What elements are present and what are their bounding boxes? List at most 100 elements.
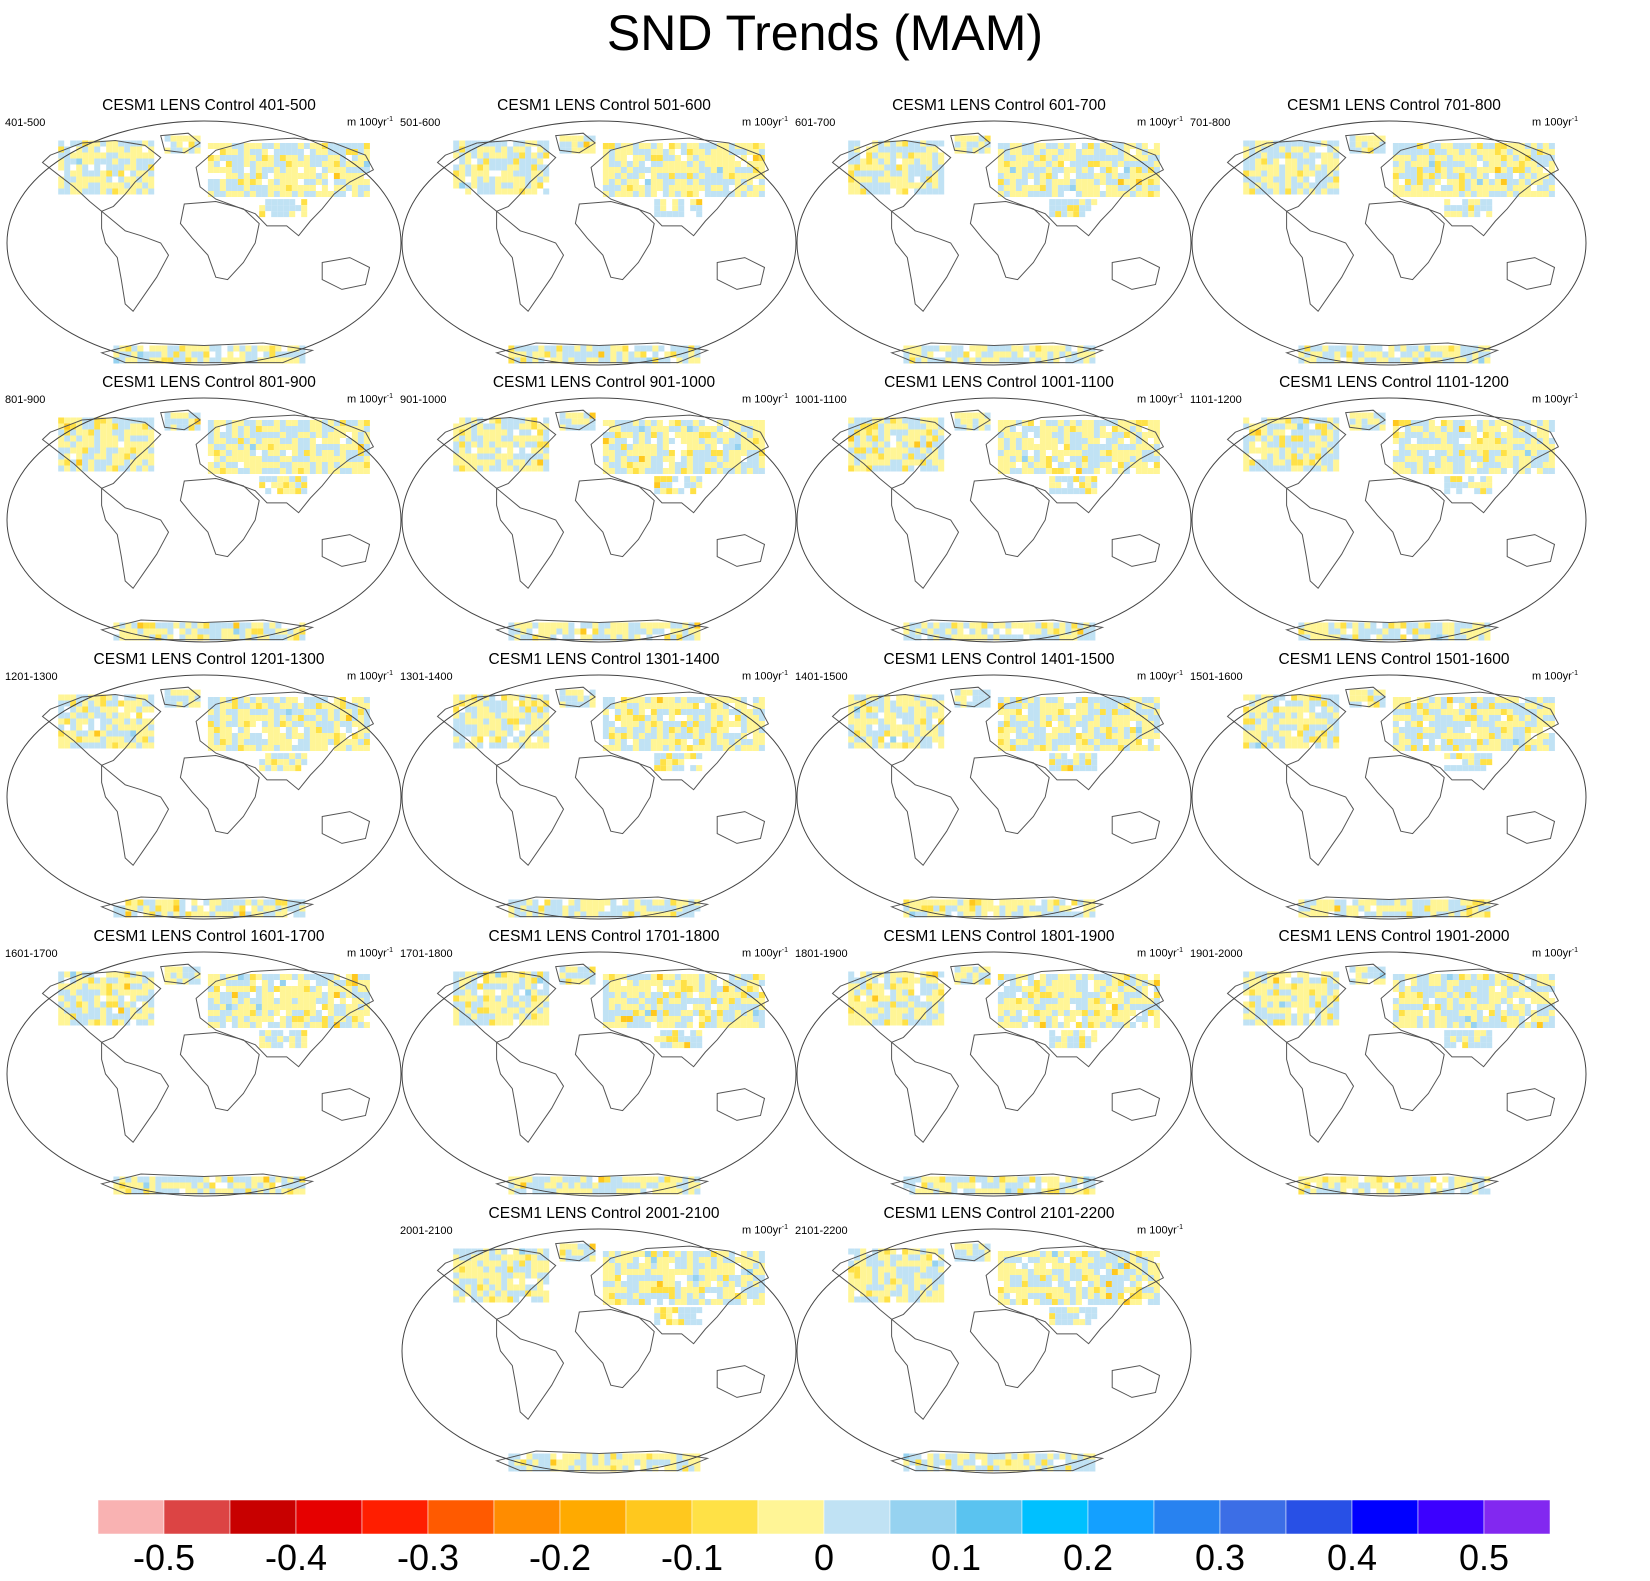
trend-cell xyxy=(106,447,113,454)
trend-cell xyxy=(1071,634,1078,641)
trend-cell xyxy=(734,149,741,155)
trend-cell xyxy=(1327,435,1334,442)
trend-cell xyxy=(752,155,759,161)
trend-cell xyxy=(1093,450,1100,456)
trend-cell xyxy=(267,143,274,149)
trend-cell xyxy=(58,435,65,442)
trend-cell xyxy=(1017,634,1024,641)
trend-cell xyxy=(173,345,180,352)
trend-cell xyxy=(722,167,729,173)
trend-cell xyxy=(155,634,162,641)
trend-cell xyxy=(1440,444,1447,450)
trend-cell xyxy=(363,715,370,721)
trend-cell xyxy=(213,143,220,149)
trend-cell xyxy=(1055,211,1062,218)
trend-cell xyxy=(620,420,627,426)
trend-cell xyxy=(459,176,466,183)
trend-cell xyxy=(1494,438,1501,444)
trend-cell xyxy=(277,765,284,772)
trend-cell xyxy=(1147,161,1154,167)
trend-cell xyxy=(1315,152,1322,159)
trend-cell xyxy=(293,628,300,635)
trend-cell xyxy=(1129,173,1136,179)
trend-cell xyxy=(525,724,532,731)
trend-cell xyxy=(1033,444,1040,450)
trend-cell xyxy=(577,418,584,425)
trend-cell xyxy=(513,724,520,731)
trend-cell xyxy=(88,170,95,177)
trend-cell xyxy=(531,724,538,731)
trend-cell xyxy=(182,424,189,431)
trend-cell xyxy=(333,438,340,444)
trend-cell xyxy=(82,700,89,707)
trend-cell xyxy=(734,468,741,474)
trend-cell xyxy=(303,191,310,197)
trend-cell xyxy=(1027,420,1034,426)
trend-cell xyxy=(997,468,1004,474)
panel-units-label: m 100yr-1 xyxy=(347,116,393,129)
trend-cell xyxy=(1123,191,1130,197)
trend-cell xyxy=(273,438,280,444)
trend-cell xyxy=(740,444,747,450)
trend-cell xyxy=(680,456,687,462)
trend-cell xyxy=(1464,179,1471,185)
trend-cell xyxy=(1309,441,1316,448)
trend-cell xyxy=(321,703,328,709)
trend-cell xyxy=(608,173,615,179)
trend-cell xyxy=(672,753,679,760)
trend-cell xyxy=(543,736,550,743)
trend-cell xyxy=(602,456,609,462)
trend-cell xyxy=(271,205,278,212)
trend-cell xyxy=(148,730,155,737)
trend-cell xyxy=(1073,476,1080,483)
trend-cell xyxy=(1027,155,1034,161)
trend-cell xyxy=(1111,173,1118,179)
trend-cell xyxy=(219,709,226,715)
trend-cell xyxy=(1315,170,1322,177)
trend-cell xyxy=(698,185,705,191)
trend-cell xyxy=(716,450,723,456)
trend-cell xyxy=(1382,351,1389,358)
trend-cell xyxy=(513,188,520,195)
trend-cell xyxy=(207,426,214,432)
trend-cell xyxy=(644,426,651,432)
trend-cell xyxy=(1458,420,1465,426)
trend-cell xyxy=(112,742,119,749)
trend-cell xyxy=(179,622,186,629)
trend-cell xyxy=(363,468,370,474)
trend-cell xyxy=(285,438,292,444)
trend-cell xyxy=(1045,149,1052,155)
trend-cell xyxy=(1379,147,1386,154)
trend-cell xyxy=(716,167,723,173)
trend-cell xyxy=(1422,438,1429,444)
trend-cell xyxy=(1410,444,1417,450)
trend-cell xyxy=(233,622,240,629)
trend-cell xyxy=(136,736,143,743)
trend-cell xyxy=(1099,432,1106,438)
trend-cell xyxy=(82,140,89,147)
trend-cell xyxy=(1327,453,1334,460)
trend-cell xyxy=(501,441,508,448)
trend-cell xyxy=(734,185,741,191)
trend-cell xyxy=(1057,450,1064,456)
trend-cell xyxy=(682,345,689,352)
trend-cell xyxy=(848,146,855,153)
trend-cell xyxy=(1328,357,1335,364)
trend-cell xyxy=(1015,432,1022,438)
trend-cell xyxy=(656,426,663,432)
trend-cell xyxy=(1470,456,1477,462)
trend-cell xyxy=(698,727,705,733)
trend-cell xyxy=(722,143,729,149)
trend-cell xyxy=(740,191,747,197)
trend-cell xyxy=(1482,179,1489,185)
trend-cell xyxy=(1322,628,1329,635)
trend-cell xyxy=(1340,634,1347,641)
panel-units-label: m 100yr-1 xyxy=(1137,116,1183,129)
trend-cell xyxy=(1291,188,1298,195)
trend-cell xyxy=(1470,179,1477,185)
trend-cell xyxy=(620,697,627,703)
trend-cell xyxy=(88,417,95,424)
trend-cell xyxy=(644,468,651,474)
trend-cell xyxy=(1428,173,1435,179)
trend-cell xyxy=(926,164,933,171)
